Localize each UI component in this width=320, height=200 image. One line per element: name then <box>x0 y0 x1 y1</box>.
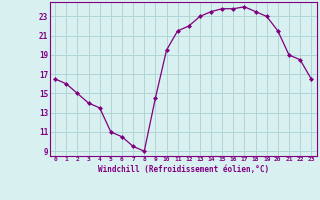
X-axis label: Windchill (Refroidissement éolien,°C): Windchill (Refroidissement éolien,°C) <box>98 165 269 174</box>
